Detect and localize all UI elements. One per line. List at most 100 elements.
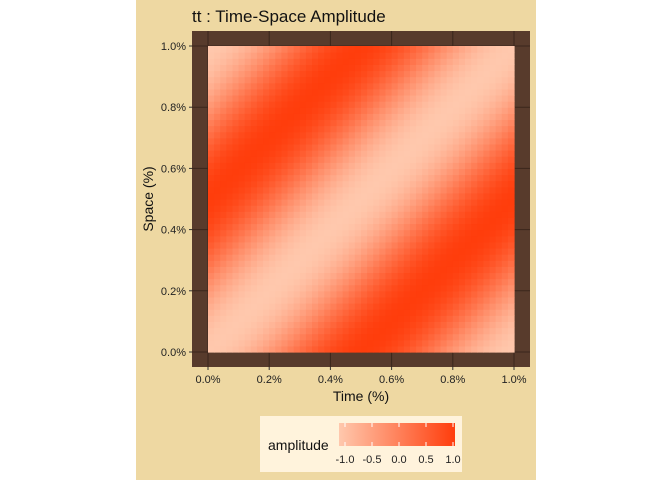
heatmap-cell xyxy=(458,76,466,84)
heatmap-cell xyxy=(293,70,301,78)
heatmap-cell xyxy=(471,119,478,127)
heatmap-cell xyxy=(440,247,448,255)
heatmap-cell xyxy=(336,46,344,53)
heatmap-cell xyxy=(244,192,252,200)
heatmap-cell xyxy=(238,241,246,249)
heatmap-cell xyxy=(348,94,356,102)
heatmap-cell xyxy=(385,52,393,59)
heatmap-cell xyxy=(305,266,313,274)
heatmap-cell xyxy=(434,260,442,267)
heatmap-cell xyxy=(275,137,283,145)
heatmap-cell xyxy=(452,137,460,145)
legend-tick-label: 0.5 xyxy=(418,454,433,466)
heatmap-cell xyxy=(318,113,325,121)
heatmap-cell xyxy=(471,64,478,72)
heatmap-cell xyxy=(489,199,497,206)
heatmap-cell xyxy=(440,186,448,194)
heatmap-cell xyxy=(440,223,448,231)
heatmap-cell xyxy=(397,70,405,78)
heatmap-cell xyxy=(232,76,240,84)
heatmap-cell xyxy=(379,229,387,237)
heatmap-cell xyxy=(354,303,362,310)
heatmap-cell xyxy=(403,211,411,218)
heatmap-cell xyxy=(214,131,221,139)
heatmap-cell xyxy=(440,174,448,182)
heatmap-cell xyxy=(422,339,429,347)
heatmap-cell xyxy=(220,52,227,59)
heatmap-cell xyxy=(305,46,313,53)
heatmap-cell xyxy=(250,131,258,139)
heatmap-cell xyxy=(226,217,234,225)
heatmap-cell xyxy=(220,137,227,145)
heatmap-cell xyxy=(318,321,325,329)
heatmap-cell xyxy=(471,174,478,182)
heatmap-cell xyxy=(489,241,497,249)
heatmap-cell xyxy=(483,76,491,84)
heatmap-cell xyxy=(287,192,295,200)
heatmap-cell xyxy=(250,199,258,206)
heatmap-cell xyxy=(342,125,350,133)
heatmap-cell xyxy=(214,162,221,169)
heatmap-cell xyxy=(232,223,240,231)
heatmap-cell xyxy=(208,235,215,243)
heatmap-cell xyxy=(287,278,295,286)
heatmap-cell xyxy=(483,186,491,194)
heatmap-cell xyxy=(244,241,252,249)
heatmap-cell xyxy=(416,180,423,188)
heatmap-cell xyxy=(293,333,301,341)
heatmap-cell xyxy=(342,58,350,65)
heatmap-cell xyxy=(440,107,448,114)
heatmap-cell xyxy=(403,345,411,353)
heatmap-cell xyxy=(336,223,344,231)
heatmap-cell xyxy=(422,113,429,121)
heatmap-cell xyxy=(318,309,325,316)
heatmap-cell xyxy=(416,266,423,274)
heatmap-cell xyxy=(354,211,362,218)
heatmap-cell xyxy=(336,162,344,169)
heatmap-cell xyxy=(208,58,215,65)
heatmap-cell xyxy=(501,205,509,212)
heatmap-cell xyxy=(495,247,503,255)
heatmap-cell xyxy=(422,192,429,200)
heatmap-cell xyxy=(428,64,436,72)
heatmap-cell xyxy=(238,217,246,225)
heatmap-cell xyxy=(342,205,350,212)
heatmap-cell xyxy=(465,247,472,255)
heatmap-cell xyxy=(226,241,234,249)
heatmap-cell xyxy=(250,143,258,151)
heatmap-cell xyxy=(305,235,313,243)
heatmap-cell xyxy=(312,205,319,212)
heatmap-cell xyxy=(452,150,460,157)
x-tick-label: 0.2% xyxy=(257,374,282,386)
heatmap-cell xyxy=(318,229,325,237)
heatmap-cell xyxy=(440,241,448,249)
heatmap-cell xyxy=(489,290,497,298)
y-tick-label: 1.0% xyxy=(161,41,186,53)
heatmap-cell xyxy=(263,46,270,53)
heatmap-cell xyxy=(263,58,270,65)
heatmap-cell xyxy=(342,64,350,72)
heatmap-cell xyxy=(214,266,221,274)
heatmap-cell xyxy=(422,180,429,188)
heatmap-cell xyxy=(226,156,234,163)
heatmap-cell xyxy=(287,327,295,335)
heatmap-cell xyxy=(318,150,325,157)
heatmap-cell xyxy=(348,70,356,78)
heatmap-cell xyxy=(263,303,270,310)
heatmap-cell xyxy=(409,162,417,169)
heatmap-cell xyxy=(465,156,472,163)
heatmap-cell xyxy=(275,162,283,169)
heatmap-cell xyxy=(507,345,515,353)
heatmap-cell xyxy=(477,82,484,90)
heatmap-cell xyxy=(385,290,393,298)
heatmap-cell xyxy=(501,70,509,78)
heatmap-cell xyxy=(501,156,509,163)
heatmap-cell xyxy=(440,192,448,200)
heatmap-cell xyxy=(269,58,276,65)
heatmap-cell xyxy=(220,254,227,261)
heatmap-cell xyxy=(220,70,227,78)
heatmap-cell xyxy=(373,303,380,310)
heatmap-cell xyxy=(232,199,240,206)
heatmap-cell xyxy=(458,272,466,280)
heatmap-cell xyxy=(446,58,454,65)
